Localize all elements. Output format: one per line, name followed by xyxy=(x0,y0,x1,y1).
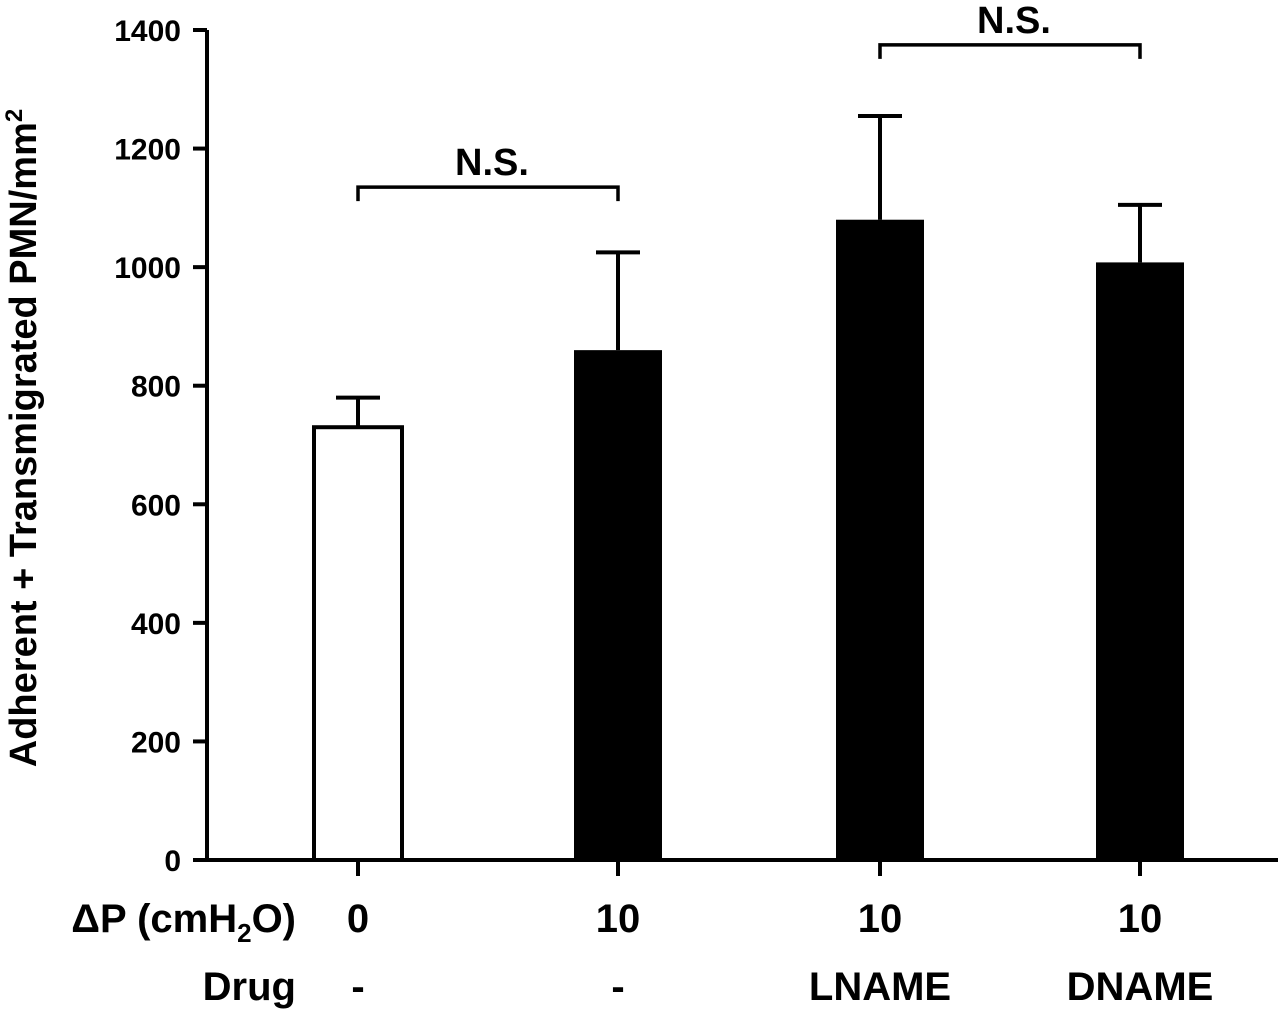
bar xyxy=(574,350,662,860)
drug-value-label: DNAME xyxy=(1067,965,1214,1009)
significance-bracket xyxy=(356,185,620,202)
significance-label: N.S. xyxy=(977,0,1051,42)
drug-value-label: - xyxy=(351,965,364,1009)
pressure-row-label-subscript: 2 xyxy=(237,918,251,948)
y-tick-label: 800 xyxy=(131,371,181,404)
bar xyxy=(836,219,924,860)
axis-labels: Adherent + Transmigrated PMN/mm2 ΔP (cmH2… xyxy=(1,109,1213,1009)
significance-annotations: N.S. N.S. xyxy=(356,0,1142,202)
y-tick-label: 200 xyxy=(131,726,181,759)
bar xyxy=(312,425,404,862)
significance-label: N.S. xyxy=(455,142,529,184)
y-tick-label: 0 xyxy=(164,845,181,878)
pressure-value-label: 10 xyxy=(1118,897,1163,941)
y-tick-label: 1200 xyxy=(114,134,181,167)
pressure-value-label: 10 xyxy=(596,897,641,941)
y-axis-title-superscript: 2 xyxy=(1,109,28,122)
y-axis-title: Adherent + Transmigrated PMN/mm2 xyxy=(1,109,45,767)
pressure-row-label: ΔP (cmH2O) xyxy=(71,897,296,948)
pressure-value-label: 0 xyxy=(347,897,369,941)
y-tick-label: 1000 xyxy=(114,252,181,285)
y-tick-label: 1400 xyxy=(114,15,181,48)
significance-bracket xyxy=(878,43,1142,59)
y-tick-label: 400 xyxy=(131,608,181,641)
bar xyxy=(1096,262,1184,860)
error-bars xyxy=(336,113,1162,428)
y-tick-label: 600 xyxy=(131,489,181,522)
drug-value-label: LNAME xyxy=(809,965,951,1009)
pressure-row-label-tail: O) xyxy=(252,897,296,941)
pressure-value-label: 10 xyxy=(858,897,903,941)
drug-value-label: - xyxy=(611,965,624,1009)
bars xyxy=(312,219,1184,862)
drug-row-label: Drug xyxy=(203,965,296,1009)
